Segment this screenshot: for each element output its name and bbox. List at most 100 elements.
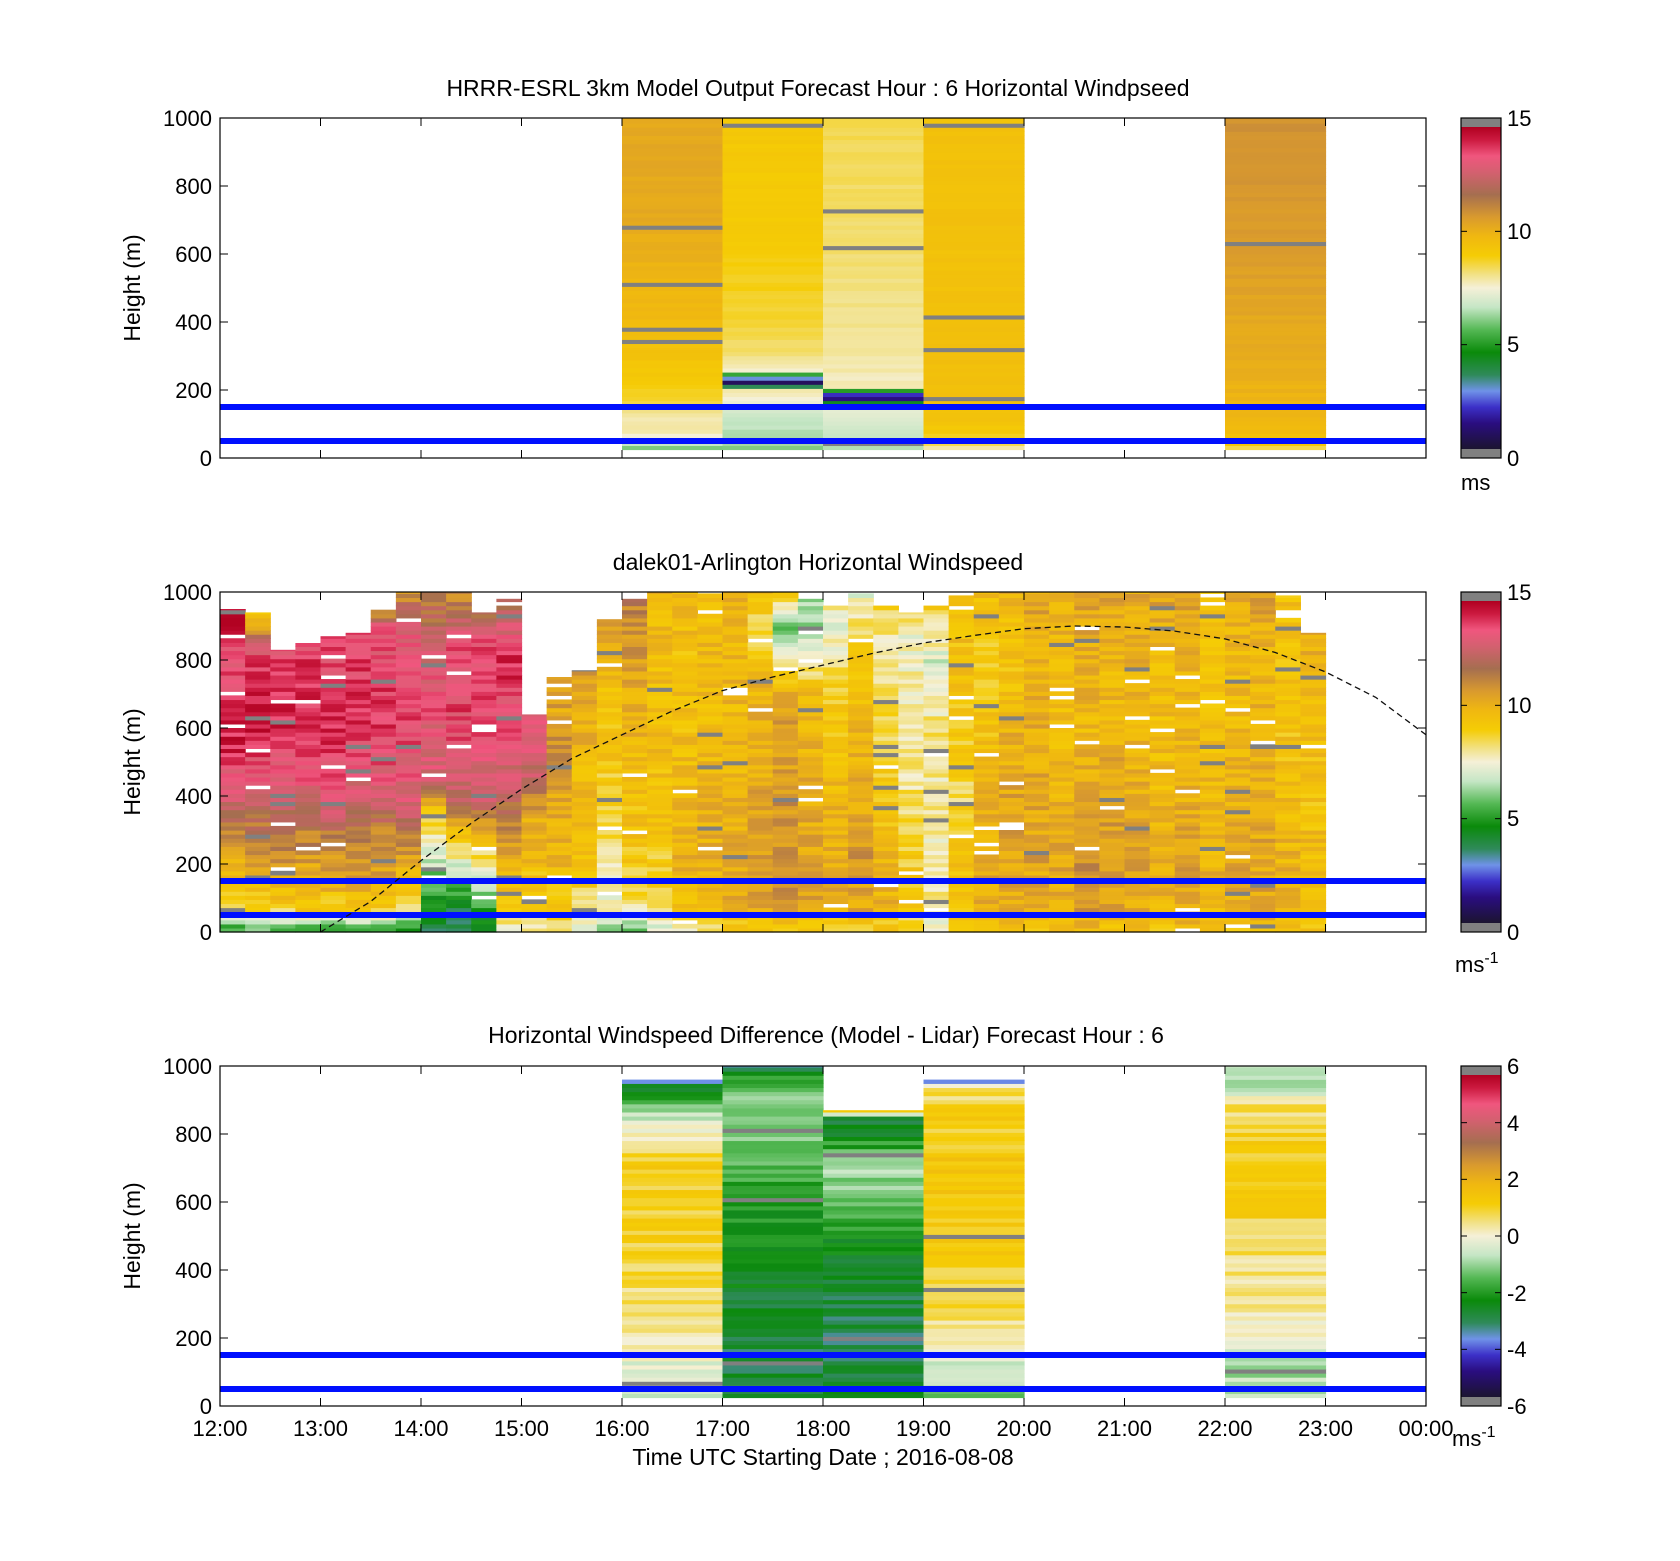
heatmap-cell [446, 874, 472, 880]
heatmap-cell [320, 748, 347, 754]
heatmap-cell [1225, 278, 1327, 283]
heatmap-cell [220, 683, 246, 688]
heatmap-cell [596, 768, 623, 774]
heatmap-cell [1074, 736, 1100, 741]
heatmap-cell [722, 245, 824, 251]
heatmap-cell [1225, 744, 1251, 749]
heatmap-cell [923, 392, 1025, 398]
heatmap-cell [923, 776, 950, 782]
heatmap-cell [948, 630, 975, 635]
heatmap-cell [823, 801, 849, 807]
heatmap-cell [722, 159, 824, 165]
panel-2-colorbar-tick-label: 0 [1507, 920, 1519, 945]
heatmap-cell [1225, 1140, 1327, 1146]
heatmap-cell [722, 903, 749, 909]
heatmap-cell [823, 343, 925, 349]
heatmap-cell [596, 801, 623, 807]
heatmap-cell [823, 1250, 925, 1256]
heatmap-cell [421, 670, 447, 676]
heatmap-cell [245, 805, 271, 811]
heatmap-cell [848, 593, 874, 599]
heatmap-cell [1225, 163, 1327, 169]
heatmap-cell [1124, 662, 1151, 668]
heatmap-cell [898, 658, 925, 664]
heatmap-cell [722, 846, 749, 851]
heatmap-cell [571, 923, 598, 929]
heatmap-cell [521, 846, 548, 851]
heatmap-cell [345, 634, 372, 639]
heatmap-cell [1074, 789, 1100, 794]
heatmap-cell [295, 923, 322, 929]
heatmap-cell [998, 666, 1025, 672]
heatmap-cell [998, 756, 1025, 762]
heatmap-cell [722, 1071, 824, 1076]
heatmap-cell [571, 776, 598, 782]
heatmap-cell [1149, 621, 1176, 627]
heatmap-cell [948, 797, 975, 803]
heatmap-cell [521, 842, 548, 847]
heatmap-cell [1074, 805, 1100, 811]
heatmap-cell [772, 748, 799, 754]
heatmap-cell [1250, 846, 1276, 851]
heatmap-cell [245, 870, 271, 876]
heatmap-cell [1225, 695, 1251, 701]
heatmap-cell [1124, 927, 1151, 933]
heatmap-cell [797, 666, 824, 672]
heatmap-cell [948, 854, 975, 860]
heatmap-cell [622, 719, 648, 725]
heatmap-cell [898, 785, 925, 790]
heatmap-cell [672, 597, 698, 603]
heatmap-cell [697, 797, 724, 803]
heatmap-cell [1149, 834, 1176, 839]
heatmap-cell [446, 711, 472, 717]
heatmap-cell [948, 821, 975, 827]
heatmap-cell [797, 772, 824, 778]
heatmap-cell [647, 752, 673, 758]
heatmap-cell [1275, 601, 1301, 607]
heatmap-cell [295, 711, 322, 717]
heatmap-cell [1099, 927, 1126, 933]
heatmap-cell [1250, 613, 1276, 619]
heatmap-cell [672, 626, 698, 631]
heatmap-cell [873, 776, 899, 782]
heatmap-cell [220, 858, 246, 864]
heatmap-cell [220, 907, 246, 913]
heatmap-cell [471, 903, 497, 909]
heatmap-cell [898, 866, 925, 872]
heatmap-cell [270, 695, 296, 701]
heatmap-cell [722, 445, 824, 451]
heatmap-cell [622, 1283, 724, 1288]
heatmap-cell [873, 613, 899, 619]
heatmap-cell [471, 772, 497, 778]
heatmap-cell [270, 728, 296, 733]
heatmap-cell [1049, 740, 1075, 745]
heatmap-cell [220, 626, 246, 631]
heatmap-cell [1124, 764, 1151, 770]
heatmap-cell [772, 646, 799, 652]
heatmap-cell [421, 887, 447, 892]
heatmap-cell [1225, 155, 1327, 161]
heatmap-cell [1174, 760, 1201, 766]
heatmap-cell [823, 1132, 925, 1137]
heatmap-cell [446, 891, 472, 896]
x-tick-label: 19:00 [896, 1416, 951, 1441]
heatmap-cell [521, 715, 548, 721]
heatmap-cell [1250, 801, 1276, 807]
heatmap-cell [245, 711, 271, 717]
heatmap-cell [295, 883, 322, 888]
heatmap-cell [672, 666, 698, 672]
heatmap-cell [622, 1348, 724, 1354]
heatmap-cell [797, 760, 824, 766]
heatmap-cell [622, 821, 648, 827]
heatmap-cell [446, 638, 472, 643]
heatmap-cell [948, 866, 975, 872]
heatmap-cell [923, 830, 950, 835]
heatmap-cell [998, 691, 1025, 696]
heatmap-cell [1199, 891, 1226, 896]
heatmap-cell [1074, 707, 1100, 713]
heatmap-cell [1275, 830, 1301, 835]
heatmap-cell [496, 862, 523, 868]
heatmap-cell [395, 703, 422, 709]
heatmap-cell [747, 862, 774, 868]
heatmap-cell [998, 801, 1025, 807]
